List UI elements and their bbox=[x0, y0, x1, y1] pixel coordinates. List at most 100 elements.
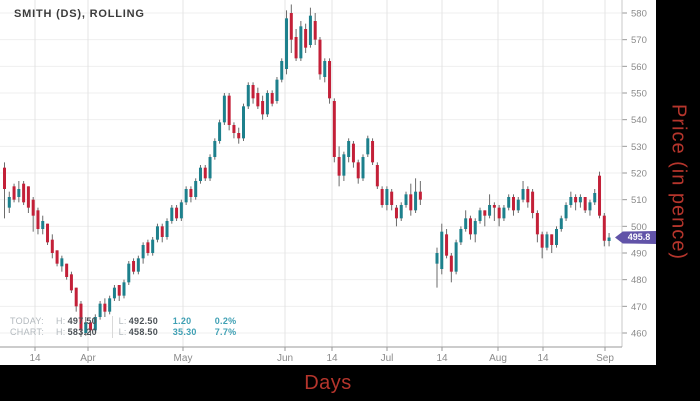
candle-down[interactable] bbox=[189, 189, 193, 197]
candle-up[interactable] bbox=[578, 197, 582, 203]
candle-up[interactable] bbox=[179, 202, 183, 219]
candle-up[interactable] bbox=[545, 234, 549, 248]
candle-up[interactable] bbox=[17, 189, 21, 197]
candle-up[interactable] bbox=[342, 154, 346, 176]
candle-up[interactable] bbox=[361, 157, 365, 179]
candle-down[interactable] bbox=[598, 175, 602, 216]
candle-up[interactable] bbox=[155, 226, 159, 240]
candle-down[interactable] bbox=[270, 93, 274, 104]
candle-up[interactable] bbox=[299, 26, 303, 59]
candle-up[interactable] bbox=[366, 138, 370, 155]
candle-up[interactable] bbox=[93, 317, 97, 331]
candle-down[interactable] bbox=[318, 39, 322, 75]
candle-up[interactable] bbox=[308, 15, 312, 45]
candle-up[interactable] bbox=[473, 221, 477, 235]
candle-up[interactable] bbox=[208, 157, 212, 179]
candle-up[interactable] bbox=[151, 239, 155, 253]
candle-up[interactable] bbox=[7, 197, 11, 208]
candle-up[interactable] bbox=[459, 229, 463, 243]
candle-down[interactable] bbox=[36, 210, 40, 229]
candle-down[interactable] bbox=[237, 133, 241, 139]
candle-down[interactable] bbox=[351, 143, 355, 163]
candle-down[interactable] bbox=[132, 261, 136, 272]
candle-down[interactable] bbox=[50, 239, 54, 253]
candle-down[interactable] bbox=[535, 213, 539, 235]
candle-up[interactable] bbox=[198, 167, 202, 181]
candle-up[interactable] bbox=[347, 141, 351, 157]
candle-down[interactable] bbox=[380, 189, 384, 205]
candle-down[interactable] bbox=[337, 157, 341, 176]
candle-up[interactable] bbox=[399, 205, 403, 219]
candle-up[interactable] bbox=[122, 282, 126, 296]
candle-down[interactable] bbox=[74, 287, 78, 307]
candle-up[interactable] bbox=[414, 191, 418, 211]
candle-down[interactable] bbox=[46, 223, 50, 243]
candle-down[interactable] bbox=[175, 207, 179, 219]
candle-up[interactable] bbox=[569, 197, 573, 205]
candle-up[interactable] bbox=[218, 122, 222, 141]
candle-down[interactable] bbox=[550, 234, 554, 245]
candle-down[interactable] bbox=[103, 303, 107, 312]
candle-down[interactable] bbox=[251, 85, 255, 99]
candle-down[interactable] bbox=[79, 303, 83, 331]
candle-down[interactable] bbox=[371, 141, 375, 163]
candle-up[interactable] bbox=[280, 61, 284, 80]
candle-up[interactable] bbox=[41, 221, 45, 229]
candle-up[interactable] bbox=[507, 197, 511, 208]
candle-down[interactable] bbox=[526, 189, 530, 203]
candle-up[interactable] bbox=[184, 189, 188, 203]
candle-down[interactable] bbox=[65, 263, 69, 277]
candle-down[interactable] bbox=[511, 197, 515, 211]
candle-up[interactable] bbox=[213, 141, 217, 157]
candle-down[interactable] bbox=[583, 197, 587, 211]
candle-up[interactable] bbox=[502, 207, 506, 219]
candle-up[interactable] bbox=[112, 287, 116, 299]
candle-down[interactable] bbox=[394, 207, 398, 219]
candle-down[interactable] bbox=[375, 165, 379, 187]
candle-down[interactable] bbox=[418, 191, 422, 200]
candle-down[interactable] bbox=[304, 29, 308, 48]
candle-down[interactable] bbox=[232, 125, 236, 133]
candlestick-plot[interactable]: 460 470 480 490 500 510 520 530 540 550 560 570 580 1… bbox=[0, 0, 656, 365]
candle-down[interactable] bbox=[227, 95, 231, 125]
candle-up[interactable] bbox=[564, 205, 568, 219]
candle-down[interactable] bbox=[261, 101, 265, 115]
candle-down[interactable] bbox=[332, 101, 336, 157]
candle-down[interactable] bbox=[602, 215, 606, 241]
candle-down[interactable] bbox=[356, 162, 360, 179]
candle-up[interactable] bbox=[98, 303, 102, 317]
candle-up[interactable] bbox=[559, 218, 563, 229]
candle-up[interactable] bbox=[141, 245, 145, 259]
candle-down[interactable] bbox=[69, 274, 73, 291]
candle-up[interactable] bbox=[478, 210, 482, 221]
candle-down[interactable] bbox=[574, 197, 578, 203]
candle-up[interactable] bbox=[84, 322, 88, 333]
candle-down[interactable] bbox=[31, 199, 35, 216]
candle-down[interactable] bbox=[26, 186, 30, 208]
candle-up[interactable] bbox=[265, 93, 269, 115]
candle-up[interactable] bbox=[435, 253, 439, 264]
candle-up[interactable] bbox=[555, 229, 558, 245]
candle-down[interactable] bbox=[203, 167, 207, 179]
candle-down[interactable] bbox=[22, 183, 26, 203]
candle-up[interactable] bbox=[440, 231, 444, 269]
candle-up[interactable] bbox=[607, 237, 611, 241]
candle-up[interactable] bbox=[108, 298, 112, 312]
candle-down[interactable] bbox=[540, 234, 544, 248]
candle-up[interactable] bbox=[194, 181, 198, 197]
chart-canvas[interactable]: 460 470 480 490 500 510 520 530 540 550 560 570 580 1… bbox=[0, 0, 656, 365]
candle-down[interactable] bbox=[117, 285, 121, 296]
candle-down[interactable] bbox=[390, 191, 394, 205]
candle-down[interactable] bbox=[445, 234, 449, 256]
candle-down[interactable] bbox=[146, 242, 150, 253]
candle-up[interactable] bbox=[593, 193, 597, 203]
candle-down[interactable] bbox=[160, 226, 164, 237]
candle-up[interactable] bbox=[285, 18, 289, 69]
candle-up[interactable] bbox=[170, 207, 174, 221]
candle-down[interactable] bbox=[468, 218, 472, 235]
candle-down[interactable] bbox=[492, 205, 496, 208]
candle-up[interactable] bbox=[60, 258, 64, 267]
candle-down[interactable] bbox=[483, 210, 487, 216]
candle-down[interactable] bbox=[89, 322, 93, 331]
candle-up[interactable] bbox=[521, 189, 525, 200]
